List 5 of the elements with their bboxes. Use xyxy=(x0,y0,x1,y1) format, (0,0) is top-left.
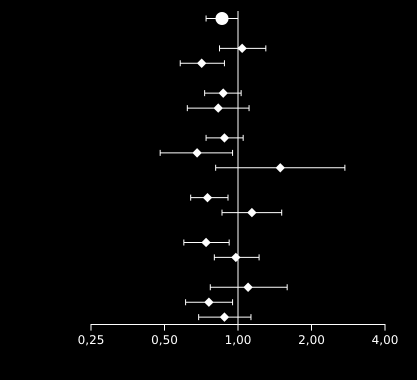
x-tick-label: 2,00 xyxy=(298,332,325,347)
x-tick-label: 1,00 xyxy=(224,332,252,347)
x-tick-label: 0,50 xyxy=(151,332,178,347)
x-tick-label: 0,25 xyxy=(78,332,104,347)
x-tick-label: 4,00 xyxy=(372,332,398,347)
